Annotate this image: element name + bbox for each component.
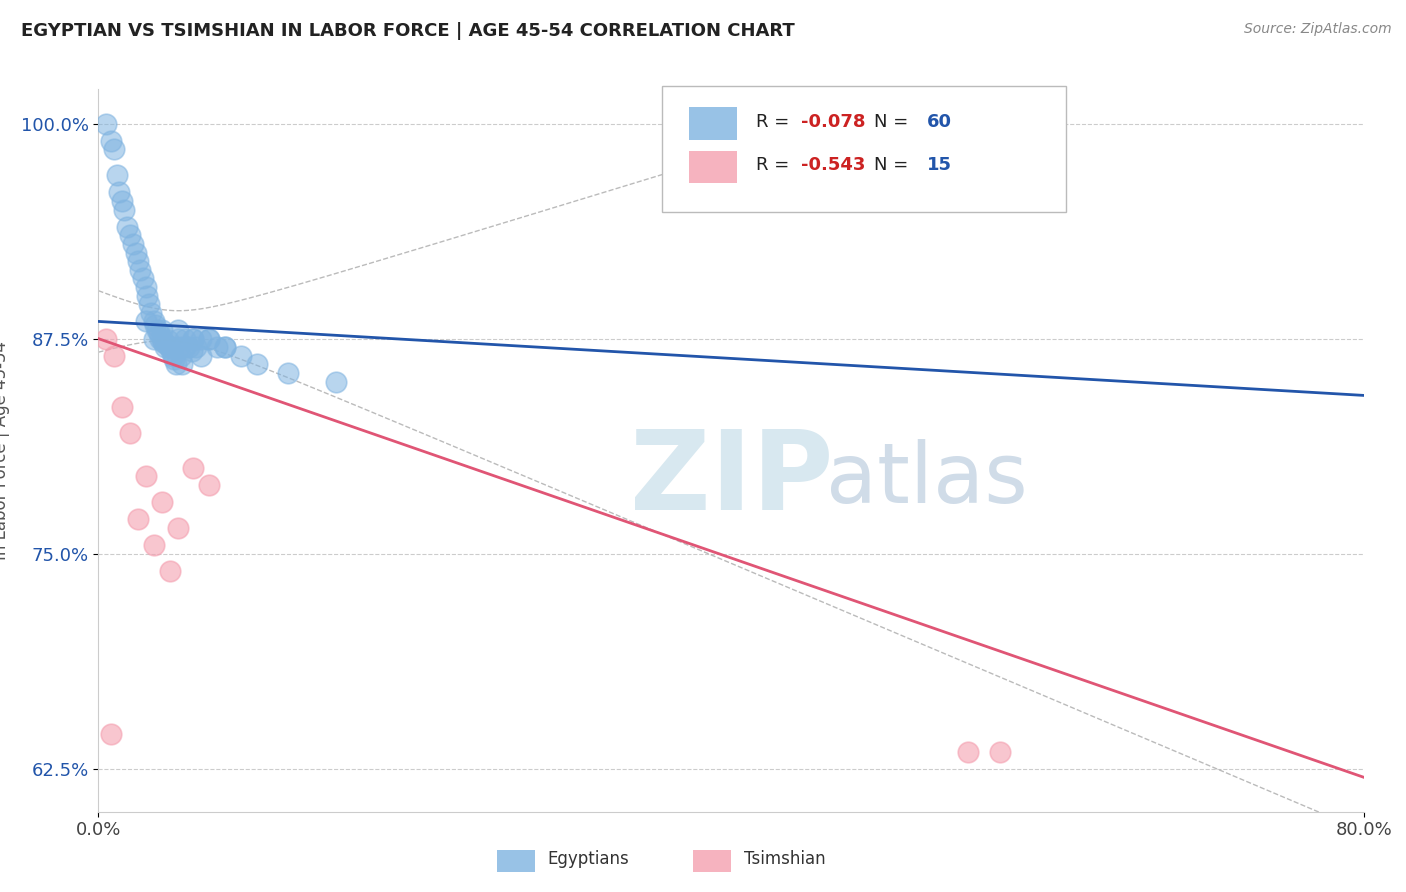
Text: ZIP: ZIP: [630, 425, 834, 533]
Point: [172, 358, 194, 372]
Point: [163, 352, 186, 367]
Point: [214, 340, 236, 354]
Text: Egyptians: Egyptians: [547, 850, 630, 868]
Point: [135, 280, 157, 294]
Point: [100, 134, 122, 148]
Text: N =: N =: [875, 112, 914, 131]
Text: -0.543: -0.543: [801, 156, 865, 174]
Point: [96, 332, 118, 346]
Point: [183, 332, 205, 346]
Text: N =: N =: [875, 156, 914, 174]
Point: [150, 323, 173, 337]
Point: [183, 460, 205, 475]
Point: [142, 538, 165, 552]
FancyBboxPatch shape: [498, 850, 534, 871]
Point: [159, 340, 181, 354]
Point: [160, 343, 183, 358]
Point: [190, 349, 212, 363]
Point: [145, 318, 166, 332]
Point: [142, 332, 165, 346]
Point: [128, 262, 150, 277]
Point: [277, 366, 299, 380]
Point: [115, 219, 138, 234]
Point: [957, 744, 980, 758]
Point: [135, 314, 157, 328]
Point: [159, 564, 181, 578]
Point: [157, 334, 180, 348]
Point: [174, 340, 197, 354]
FancyBboxPatch shape: [689, 107, 737, 140]
Point: [166, 521, 188, 535]
Point: [135, 469, 157, 483]
Y-axis label: In Labor Force | Age 45-54: In Labor Force | Age 45-54: [0, 341, 10, 560]
Point: [103, 349, 125, 363]
Point: [153, 340, 176, 354]
Text: 60: 60: [928, 112, 952, 131]
Text: Source: ZipAtlas.com: Source: ZipAtlas.com: [1244, 22, 1392, 37]
Point: [180, 343, 202, 358]
Point: [214, 340, 236, 354]
Point: [127, 254, 149, 268]
Point: [149, 332, 172, 346]
Point: [174, 332, 197, 346]
Point: [122, 237, 145, 252]
Point: [166, 323, 188, 337]
Point: [165, 358, 187, 372]
Point: [169, 349, 191, 363]
Point: [103, 142, 125, 156]
Point: [325, 375, 347, 389]
Point: [108, 186, 131, 200]
Point: [142, 314, 165, 328]
Point: [167, 340, 190, 354]
Text: atlas: atlas: [825, 439, 1028, 520]
Point: [246, 358, 269, 372]
Point: [205, 340, 228, 354]
Point: [96, 117, 118, 131]
Point: [112, 202, 135, 217]
Point: [146, 323, 169, 337]
Point: [120, 228, 141, 243]
Point: [198, 332, 221, 346]
Text: Tsimshian: Tsimshian: [744, 850, 825, 868]
FancyBboxPatch shape: [689, 151, 737, 183]
Point: [177, 340, 200, 354]
Point: [229, 349, 252, 363]
Text: EGYPTIAN VS TSIMSHIAN IN LABOR FORCE | AGE 45-54 CORRELATION CHART: EGYPTIAN VS TSIMSHIAN IN LABOR FORCE | A…: [21, 22, 794, 40]
Point: [125, 245, 148, 260]
FancyBboxPatch shape: [693, 850, 731, 871]
Point: [162, 349, 184, 363]
Point: [190, 332, 212, 346]
Point: [159, 340, 181, 354]
Text: -0.078: -0.078: [801, 112, 865, 131]
Point: [111, 194, 134, 208]
Text: R =: R =: [756, 112, 796, 131]
Point: [127, 512, 149, 526]
Point: [152, 334, 174, 349]
Point: [136, 288, 159, 302]
Point: [138, 297, 160, 311]
Point: [150, 495, 173, 509]
Point: [988, 744, 1011, 758]
Point: [183, 332, 205, 346]
Point: [155, 336, 177, 351]
Point: [132, 271, 155, 285]
Point: [166, 332, 188, 346]
Text: 15: 15: [928, 156, 952, 174]
Point: [198, 478, 221, 492]
Text: R =: R =: [756, 156, 796, 174]
Point: [107, 168, 129, 182]
Point: [120, 426, 141, 441]
Point: [150, 332, 173, 346]
FancyBboxPatch shape: [661, 86, 1067, 212]
Point: [148, 326, 170, 341]
Point: [186, 340, 208, 354]
Point: [100, 727, 122, 741]
Point: [111, 401, 134, 415]
Point: [139, 306, 162, 320]
Point: [198, 332, 221, 346]
